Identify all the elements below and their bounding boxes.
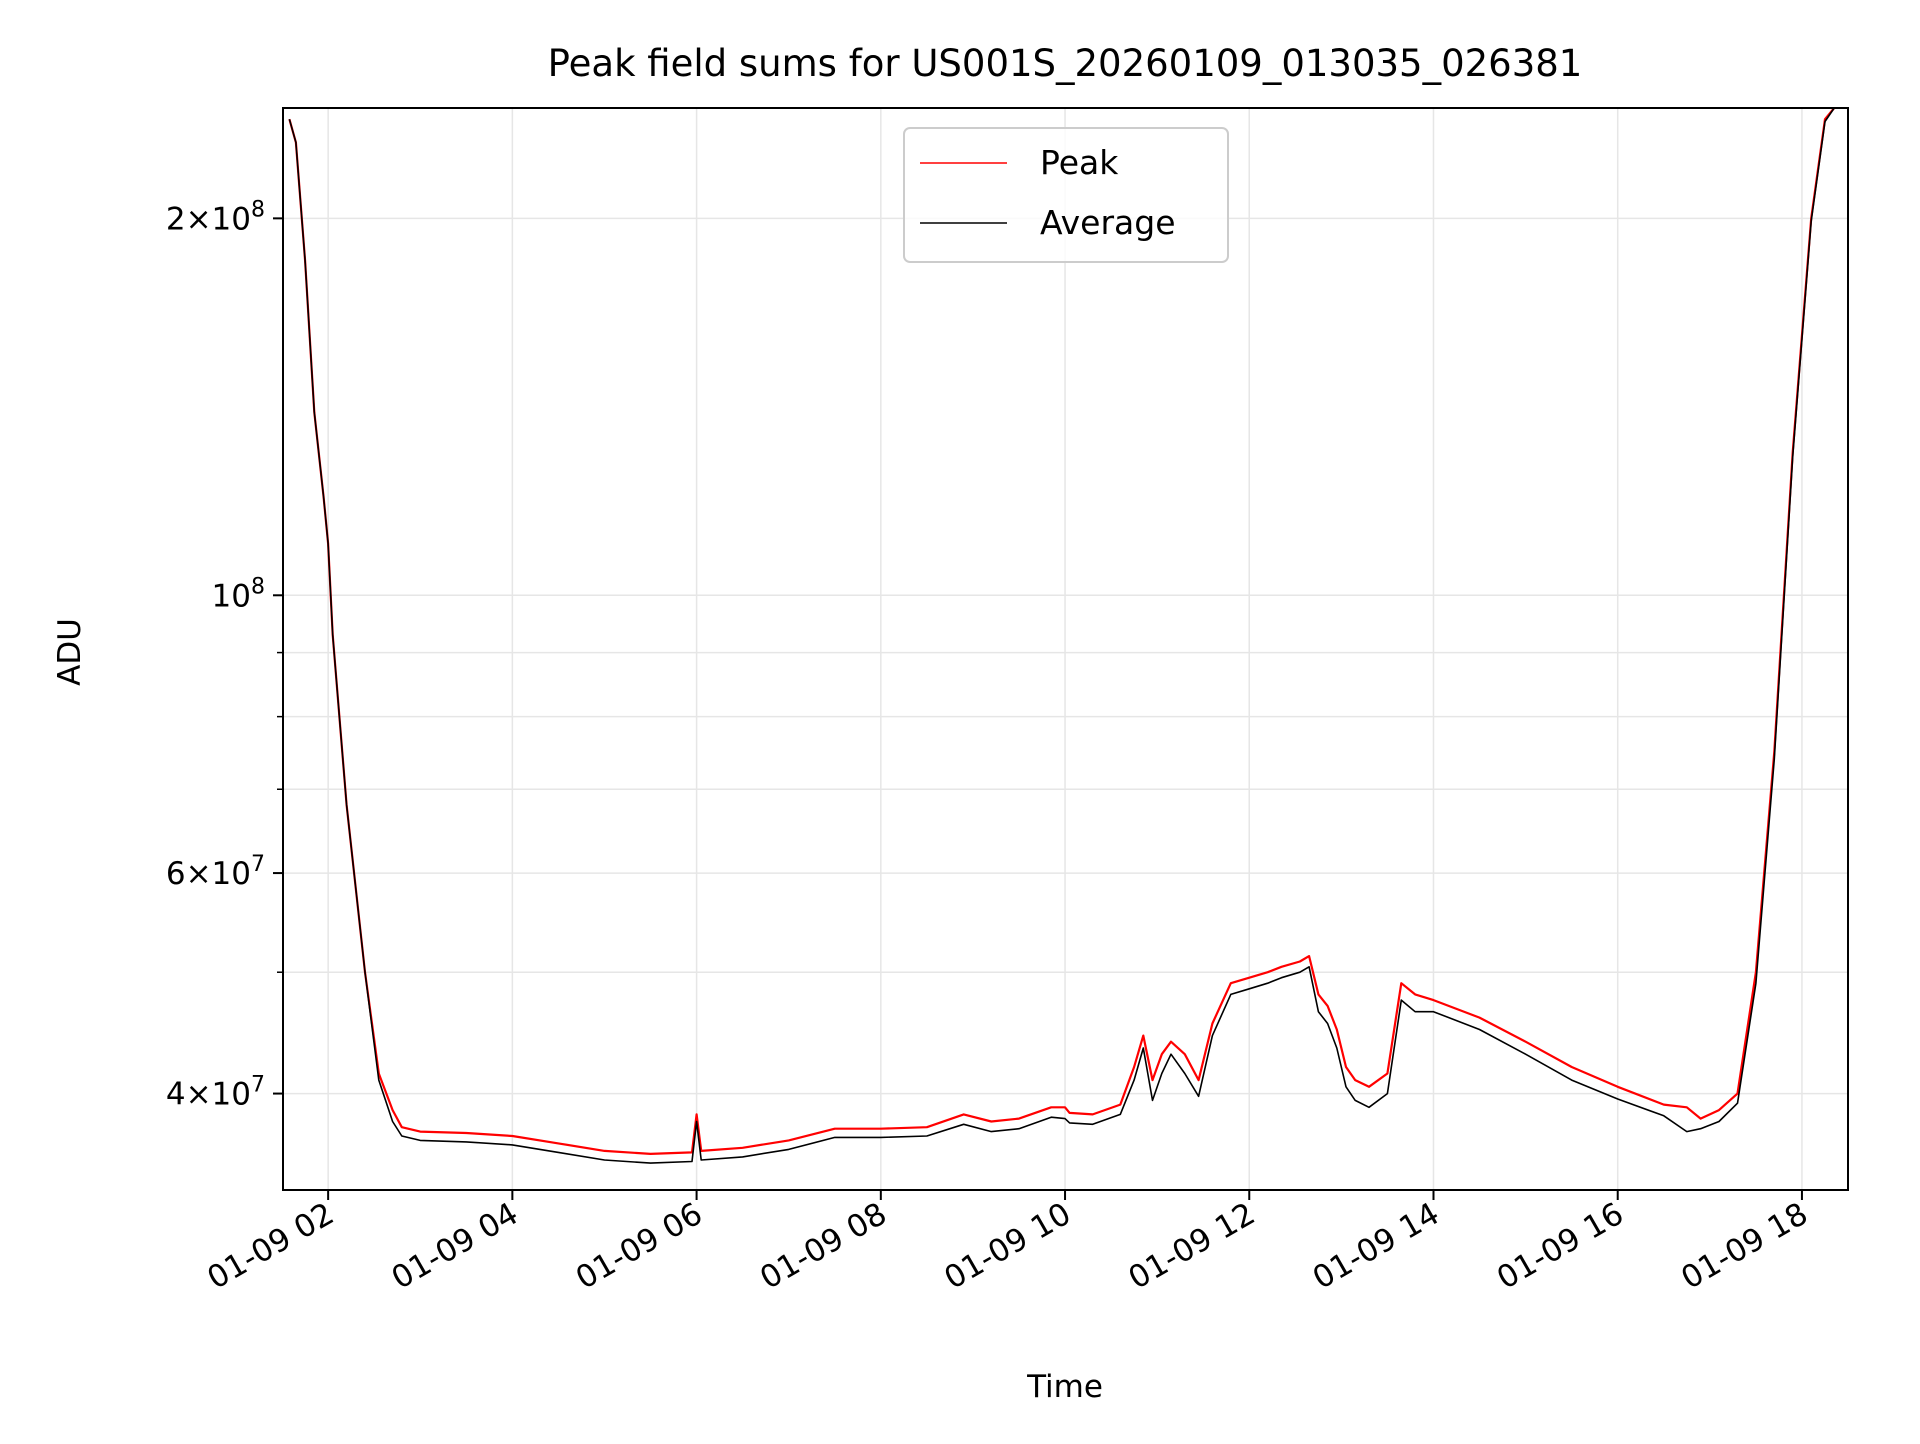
y-tick-label: 6×107 [166,852,265,892]
x-axis-label: Time [1026,1369,1103,1405]
series-line-peak [288,108,1836,1156]
legend-box [903,127,1229,263]
legend-label-average: Average [1040,203,1176,242]
grid-lines [283,108,1848,1190]
legend-label-peak: Peak [1040,143,1119,182]
chart-title: Peak field sums for US001S_20260109_0130… [548,42,1583,85]
series-lines [288,108,1836,1164]
series-line-average [288,108,1835,1164]
y-tick-label: 108 [212,574,265,614]
y-tick-label: 2×108 [166,197,265,237]
legend: Peak Average [903,127,1229,263]
y-axis-label: ADU [52,618,88,686]
y-tick-label: 4×107 [166,1073,265,1113]
